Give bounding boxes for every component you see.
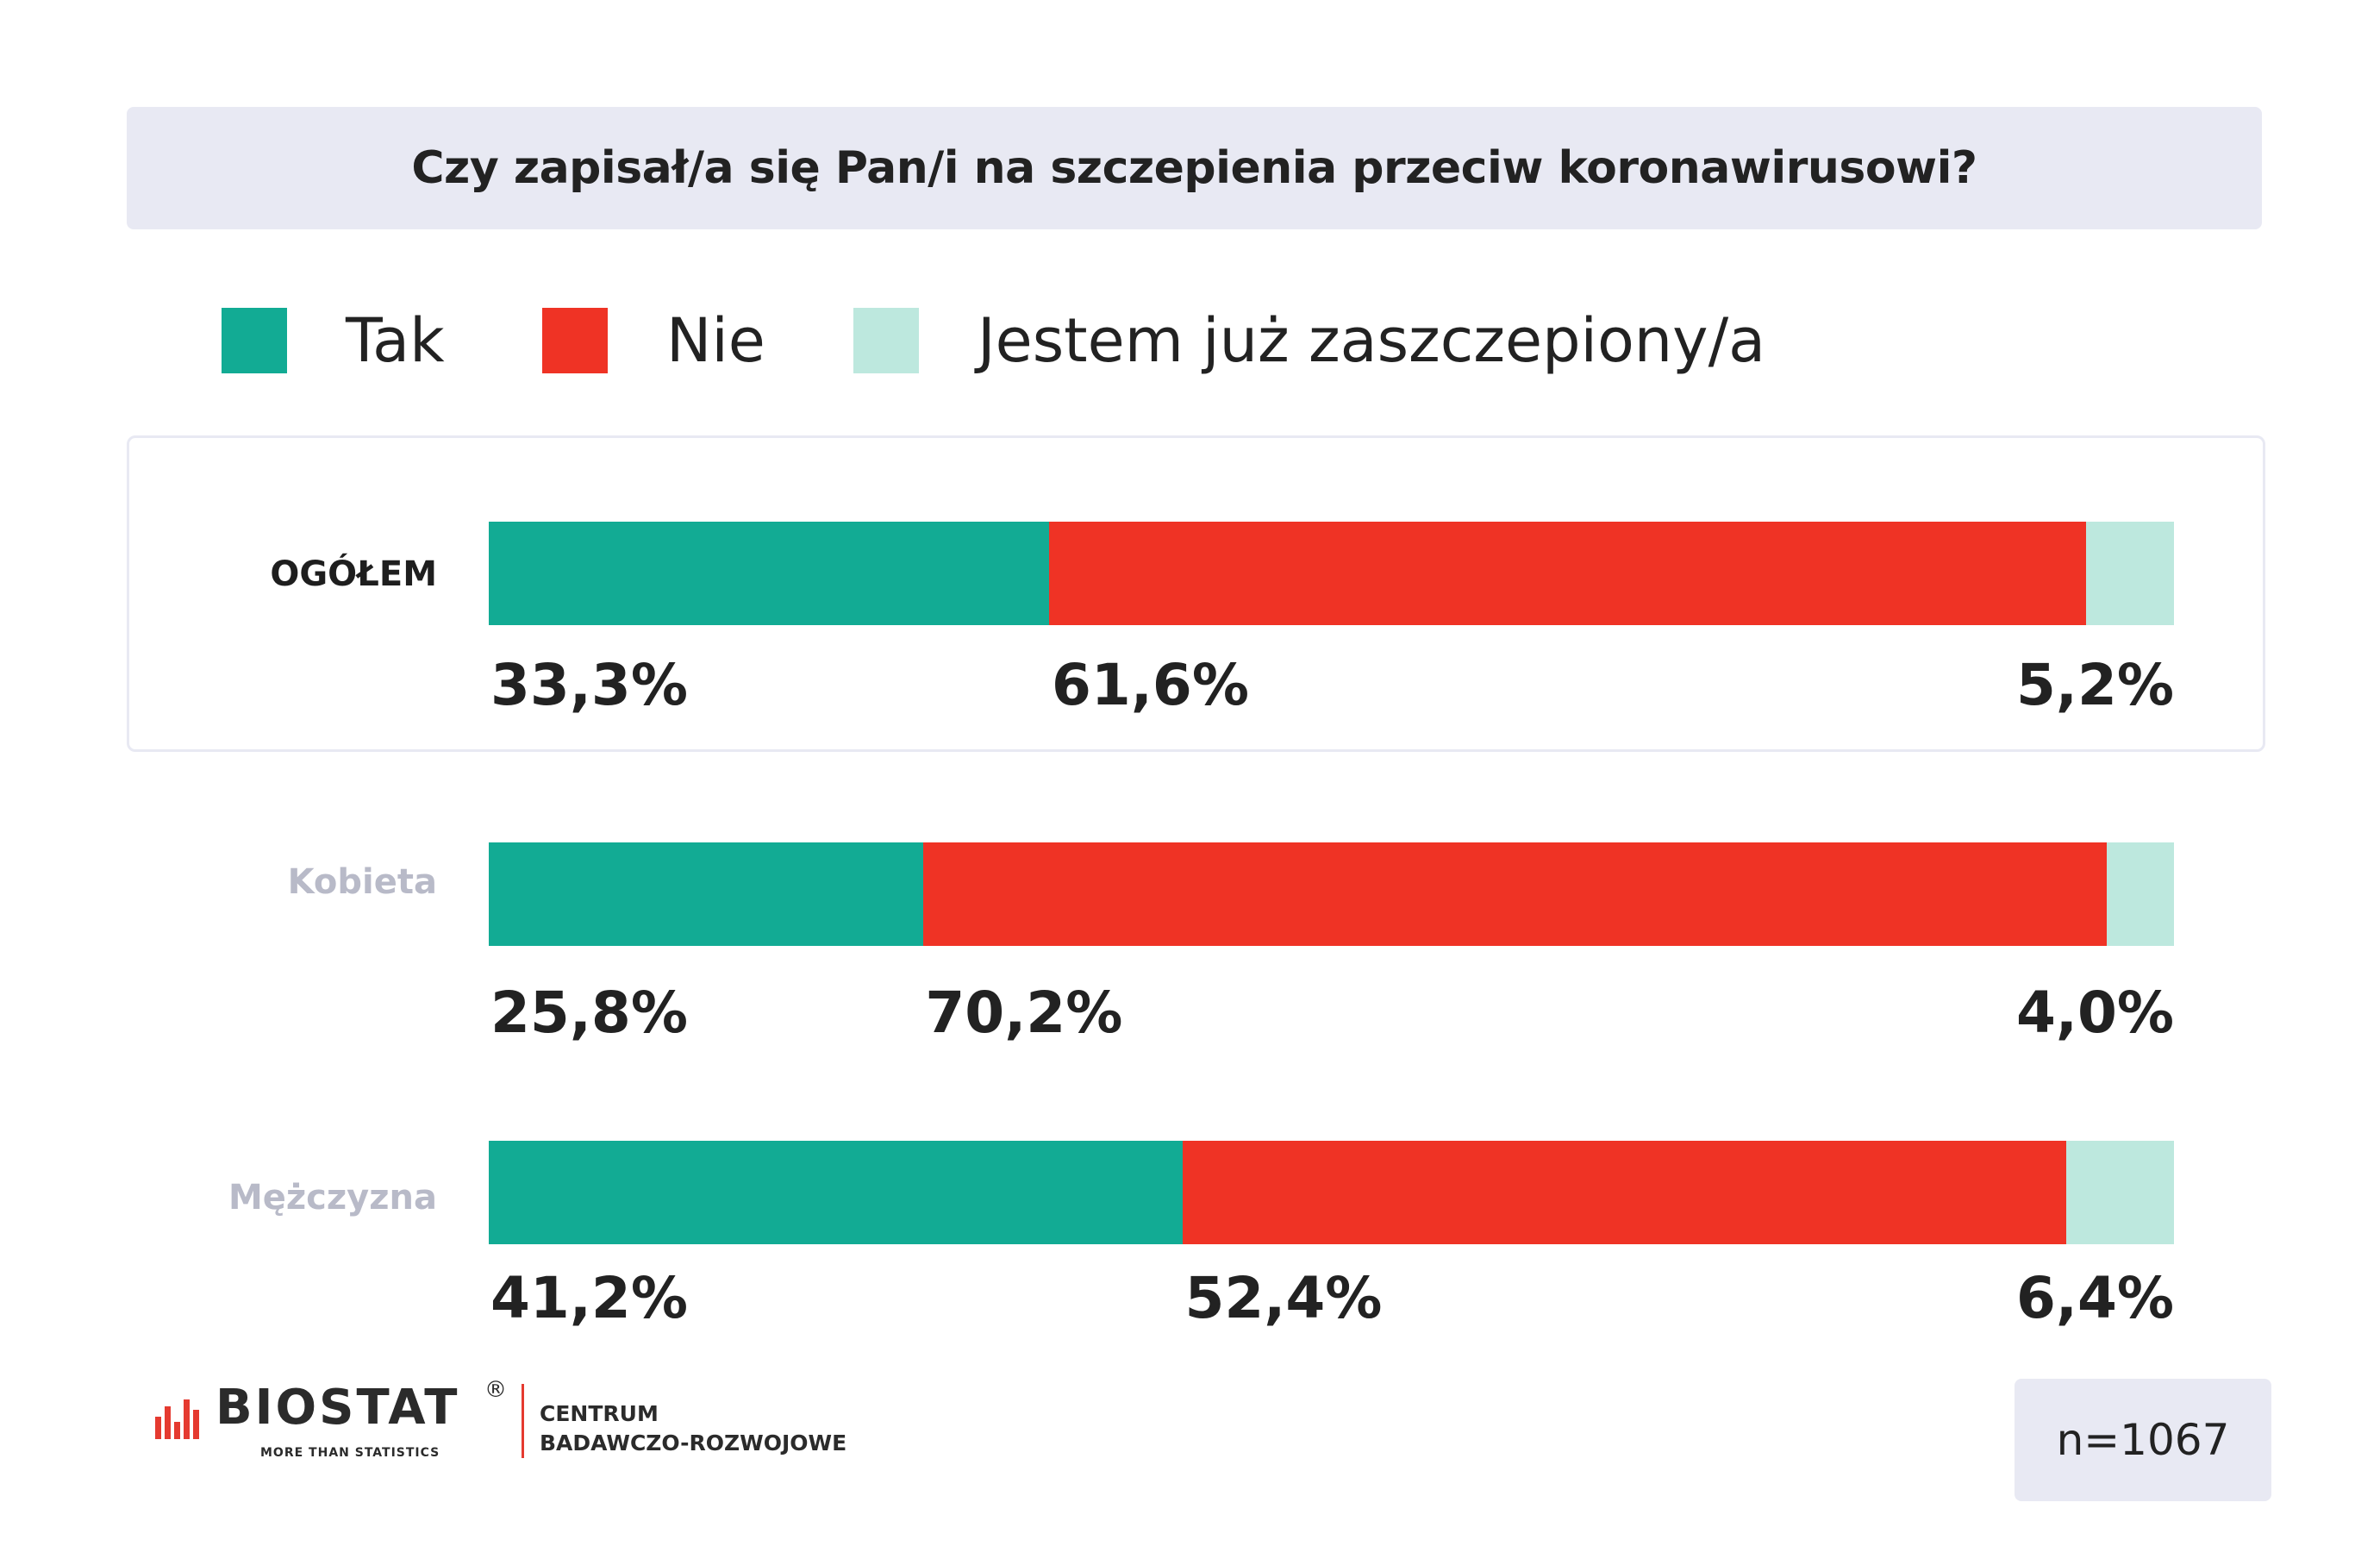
value-label-nie-1: 70,2% (925, 980, 1123, 1046)
biostat-logo: BIOSTAT ® MORE THAN STATISTICS CENTRUM B… (155, 1377, 931, 1462)
legend-swatch-nie (542, 308, 608, 373)
value-label-zaszczepiony-2: 6,4% (2015, 1265, 2174, 1331)
logo-name: BIOSTAT (216, 1380, 460, 1436)
legend-label-nie: Nie (666, 305, 765, 376)
legend-label-zaszczepiony: Jestem już zaszczepiony/a (978, 305, 1766, 376)
logo-bars-icon (155, 1399, 199, 1439)
logo-subtitle-line1: CENTRUM (540, 1401, 659, 1426)
row-label-2: Mężczyzna (228, 1178, 437, 1218)
row-label-0: OGÓŁEM (270, 554, 437, 594)
bar-segment-tak-2 (489, 1141, 1184, 1244)
bar-segment-nie-0 (1049, 522, 2087, 625)
bar-segment-zaszczepiony-0 (2086, 522, 2174, 625)
bar-segment-tak-1 (489, 842, 924, 946)
logo-registered-mark: ® (484, 1377, 507, 1403)
logo-subtitle-line2: BADAWCZO-ROZWOJOWE (540, 1430, 847, 1455)
legend-item-zaszczepiony: Jestem już zaszczepiony/a (853, 297, 1765, 384)
bar-row-1 (489, 842, 2174, 946)
bar-segment-zaszczepiony-2 (2065, 1141, 2174, 1244)
value-label-tak-0: 33,3% (490, 652, 688, 718)
logo-divider (522, 1384, 524, 1458)
bar-segment-nie-2 (1183, 1141, 2066, 1244)
bar-row-2 (489, 1141, 2174, 1244)
legend-item-tak: Tak (222, 297, 445, 384)
value-label-nie-0: 61,6% (1052, 652, 1249, 718)
sample-size: n=1067 (2056, 1415, 2230, 1465)
value-label-nie-2: 52,4% (1184, 1265, 1383, 1331)
value-label-zaszczepiony-1: 4,0% (2015, 980, 2174, 1046)
value-label-tak-1: 25,8% (490, 980, 688, 1046)
value-label-tak-2: 41,2% (490, 1265, 688, 1331)
bar-row-0 (489, 522, 2174, 625)
legend-item-nie: Nie (542, 297, 765, 384)
row-label-1: Kobieta (287, 862, 437, 902)
value-label-zaszczepiony-0: 5,2% (2015, 652, 2174, 718)
title-box: Czy zapisał/a się Pan/i na szczepienia p… (127, 107, 2262, 229)
legend-swatch-tak (222, 308, 287, 373)
legend-label-tak: Tak (346, 305, 445, 376)
bar-segment-nie-1 (923, 842, 2107, 946)
sample-size-box: n=1067 (2015, 1379, 2271, 1501)
bar-segment-zaszczepiony-1 (2106, 842, 2174, 946)
legend-swatch-zaszczepiony (853, 308, 919, 373)
logo-tagline: MORE THAN STATISTICS (260, 1446, 440, 1460)
bar-segment-tak-0 (489, 522, 1050, 625)
chart-title: Czy zapisał/a się Pan/i na szczepienia p… (411, 142, 1977, 194)
